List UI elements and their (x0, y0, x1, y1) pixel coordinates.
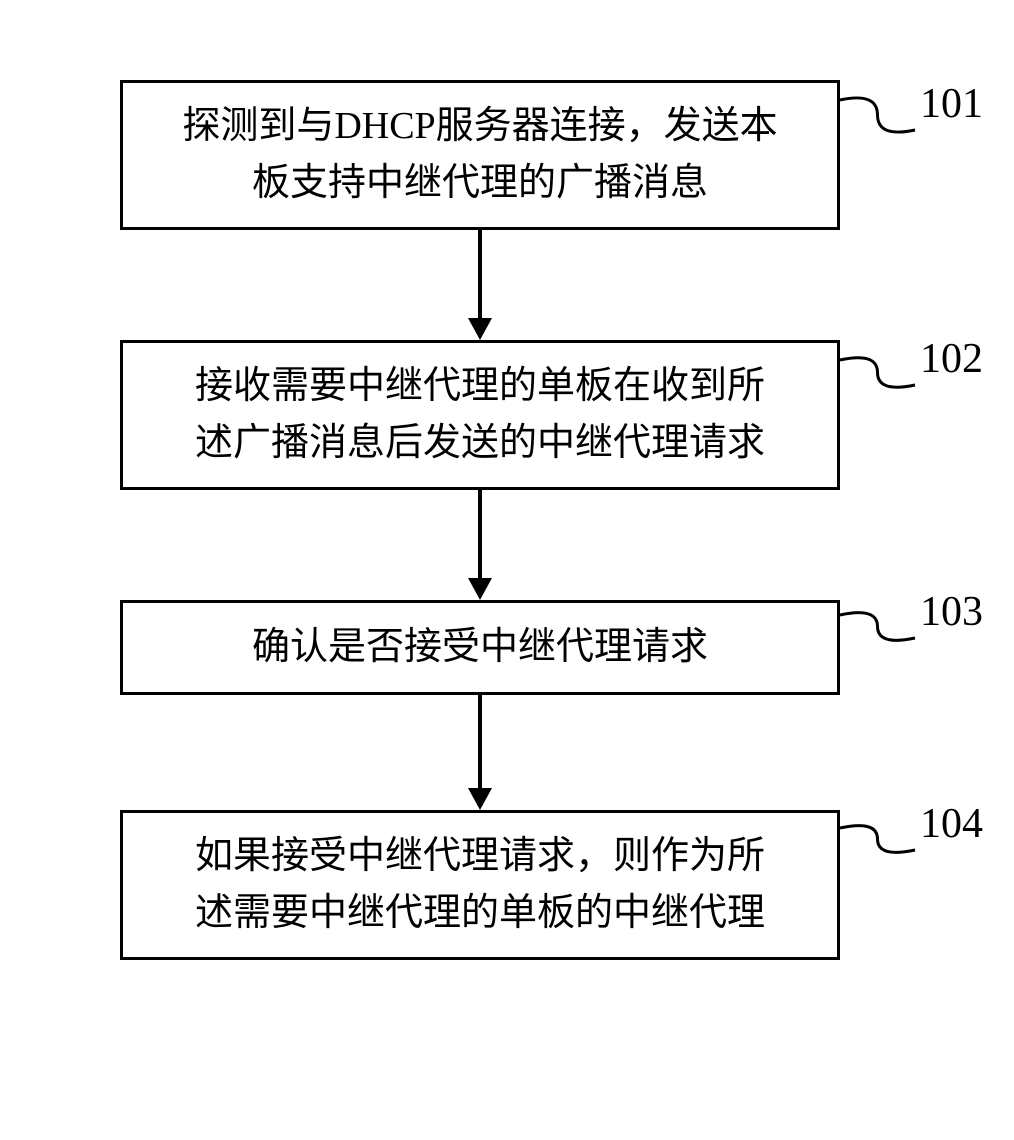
flow-arrow (478, 490, 482, 578)
arrow-head-icon (468, 788, 492, 810)
arrow-head-icon (468, 318, 492, 340)
label-connector (60, 40, 1014, 1140)
flow-arrow (478, 230, 482, 318)
arrow-head-icon (468, 578, 492, 600)
flow-arrow (478, 695, 482, 788)
